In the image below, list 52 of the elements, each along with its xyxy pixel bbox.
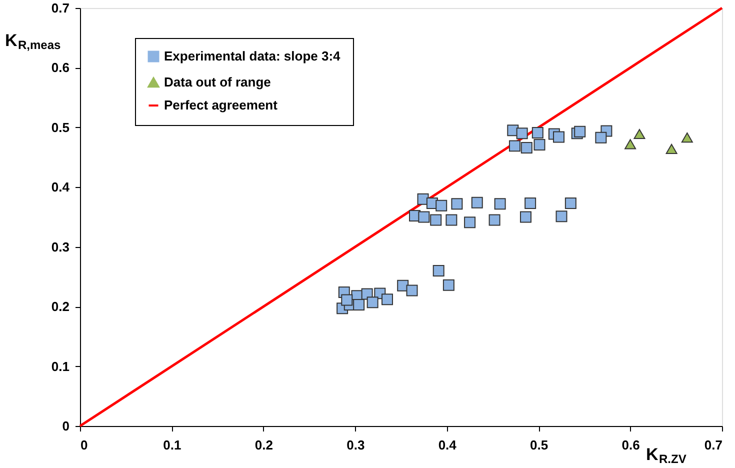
- point: [666, 144, 678, 154]
- point: [634, 128, 646, 140]
- point: [556, 210, 568, 222]
- point: [524, 198, 536, 210]
- point: [436, 200, 448, 212]
- point: [451, 198, 463, 210]
- point: [520, 211, 532, 223]
- point: [494, 198, 506, 210]
- x-tick-label: 0.1: [163, 438, 182, 452]
- y-tick-label: 0.3: [51, 239, 70, 254]
- point: [353, 299, 365, 311]
- x-tick-label: 0.3: [346, 438, 365, 452]
- point: [471, 196, 483, 208]
- point: [488, 214, 500, 226]
- point: [574, 126, 586, 138]
- point: [624, 139, 636, 150]
- point: [430, 214, 442, 226]
- point: [397, 280, 409, 292]
- point: [418, 211, 430, 223]
- point: [382, 294, 393, 306]
- x-tick-label: 0: [80, 438, 88, 452]
- point: [553, 131, 564, 143]
- point: [366, 296, 378, 308]
- point: [681, 132, 693, 143]
- y-tick-label: 0: [62, 418, 70, 434]
- x-tick-label: 0.4: [438, 438, 458, 452]
- point: [595, 132, 607, 144]
- y-tick-label: 0.4: [51, 180, 70, 195]
- y-tick-label: 0.6: [51, 60, 70, 76]
- point: [532, 127, 544, 139]
- point: [464, 216, 476, 228]
- x-tick-label: 0.6: [622, 438, 640, 452]
- point: [508, 140, 520, 152]
- point: [432, 265, 444, 276]
- point: [442, 279, 454, 291]
- x-tick-label: 0.5: [530, 438, 548, 452]
- legend-label: Perfect agreement: [164, 98, 278, 112]
- x-tick-label: 0.7: [704, 438, 722, 452]
- point: [520, 142, 532, 154]
- legend-label: Data out of range: [164, 74, 271, 90]
- point: [406, 284, 418, 296]
- y-tick-label: 0.1: [51, 358, 70, 374]
- y-tick-label: 0.7: [51, 0, 70, 16]
- y-tick-label: 0.5: [51, 120, 70, 135]
- point: [516, 128, 528, 140]
- legend-label: Experimental data: slope 3:4: [164, 48, 342, 64]
- point: [341, 294, 353, 306]
- point: [564, 198, 576, 210]
- x-tick-label: 0.2: [254, 438, 273, 452]
- point: [446, 214, 458, 226]
- point: [534, 139, 546, 150]
- y-tick-label: 0.2: [51, 299, 70, 314]
